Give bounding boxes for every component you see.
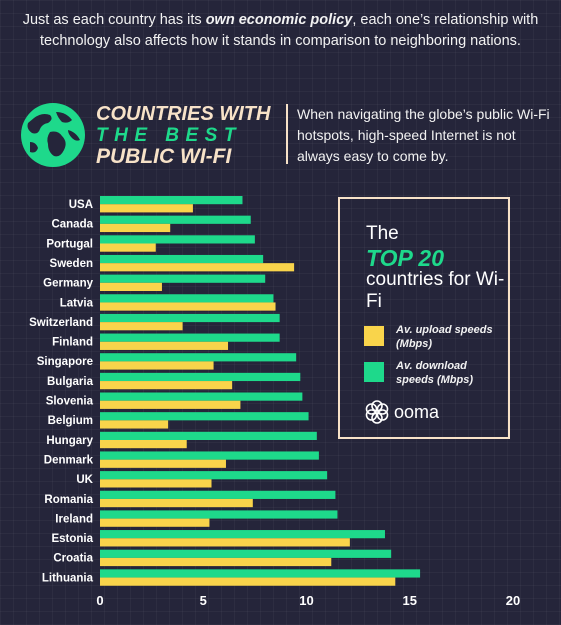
category-label-lithuania: Lithuania	[42, 572, 94, 584]
bar-upload-uk	[100, 479, 212, 488]
bar-download-slovenia	[100, 392, 303, 401]
x-tick-label: 15	[403, 593, 417, 608]
x-tick-label: 5	[200, 593, 207, 608]
bar-download-germany	[100, 274, 266, 283]
bar-upload-slovenia	[100, 400, 241, 409]
bar-upload-singapore	[100, 361, 214, 370]
category-label-bulgaria: Bulgaria	[47, 376, 94, 388]
bar-upload-portugal	[100, 243, 156, 252]
category-label-denmark: Denmark	[44, 454, 94, 466]
ooma-logo: ooma	[364, 399, 484, 425]
category-label-germany: Germany	[43, 278, 93, 290]
globe-icon	[21, 103, 85, 167]
bar-download-canada	[100, 215, 251, 224]
bar-download-uk	[100, 471, 328, 480]
bar-download-belgium	[100, 412, 309, 421]
bar-upload-lithuania	[100, 577, 396, 586]
legend-swatch-upload	[364, 326, 384, 346]
category-label-singapore: Singapore	[37, 356, 93, 368]
legend-label-download: Av. download speeds (Mbps)	[396, 360, 474, 386]
category-label-croatia: Croatia	[53, 553, 93, 565]
x-tick-label: 0	[96, 593, 103, 608]
intro-part2: , each one’s relationship with technolog…	[40, 12, 539, 49]
bar-upload-denmark	[100, 459, 226, 468]
legend-label-upload: Av. upload speeds (Mbps)	[396, 324, 493, 350]
intro-text: Just as each country has its own economi…	[20, 10, 541, 52]
category-label-finland: Finland	[52, 337, 93, 349]
intro-emphasis: own economic policy	[205, 12, 353, 28]
bar-upload-sweden	[100, 263, 295, 272]
category-label-usa: USA	[69, 199, 93, 211]
category-label-hungary: Hungary	[46, 435, 93, 447]
bar-download-lithuania	[100, 569, 421, 578]
legend-box: The TOP 20 countries for Wi-Fi Av. uploa…	[338, 197, 510, 439]
bar-upload-romania	[100, 498, 253, 508]
bar-upload-belgium	[100, 420, 169, 429]
category-label-ireland: Ireland	[55, 513, 93, 525]
x-tick-label: 10	[299, 593, 313, 608]
category-label-uk: UK	[76, 474, 93, 486]
bar-upload-bulgaria	[100, 381, 233, 390]
legend-title-rest: countries for Wi-Fi	[366, 269, 505, 312]
x-tick-label: 20	[506, 593, 520, 608]
bar-upload-germany	[100, 282, 162, 291]
category-label-slovenia: Slovenia	[46, 396, 94, 408]
category-label-latvia: Latvia	[60, 297, 94, 309]
category-label-portugal: Portugal	[46, 238, 93, 250]
bar-upload-usa	[100, 204, 193, 213]
bar-download-ireland	[100, 510, 338, 519]
bar-upload-ireland	[100, 518, 210, 527]
legend-title-the: The	[366, 223, 399, 244]
bar-download-croatia	[100, 549, 392, 558]
legend-title-top20: TOP 20	[366, 245, 444, 271]
bar-download-finland	[100, 333, 280, 342]
headline: COUNTRIES WITH THE BEST PUBLIC WI-FI	[96, 103, 276, 168]
bar-upload-finland	[100, 341, 229, 350]
headline-line3: PUBLIC WI-FI	[96, 145, 232, 168]
bar-download-estonia	[100, 530, 385, 539]
bar-upload-estonia	[100, 538, 350, 547]
bar-download-sweden	[100, 254, 264, 264]
bar-upload-hungary	[100, 440, 187, 449]
bar-download-romania	[100, 490, 336, 499]
bar-upload-latvia	[100, 302, 276, 311]
bar-download-portugal	[100, 235, 255, 244]
bar-chart: USA Canada Portugal Sweden Germany Latvia Swit…	[29, 196, 520, 608]
ooma-flower-icon	[365, 400, 389, 424]
headline-line2: THE BEST	[96, 125, 242, 146]
bar-upload-croatia	[100, 557, 332, 567]
bar-upload-switzerland	[100, 322, 183, 331]
bar-download-bulgaria	[100, 372, 301, 382]
side-text: When navigating the globe’s public Wi-Fi…	[297, 106, 550, 164]
bar-download-denmark	[100, 451, 319, 460]
headline-line1: COUNTRIES WITH	[96, 103, 271, 125]
bar-download-latvia	[100, 294, 274, 303]
intro-part1: Just as each country has its	[22, 12, 206, 28]
category-label-sweden: Sweden	[50, 258, 93, 270]
category-label-estonia: Estonia	[51, 533, 93, 545]
bar-upload-canada	[100, 223, 171, 233]
category-label-switzerland: Switzerland	[29, 317, 93, 329]
ooma-logo-text: ooma	[394, 402, 440, 422]
bar-download-usa	[100, 196, 243, 205]
bar-download-switzerland	[100, 313, 280, 323]
category-label-romania: Romania	[44, 494, 93, 506]
category-label-canada: Canada	[51, 219, 93, 231]
divider	[286, 104, 288, 164]
bar-download-singapore	[100, 353, 297, 362]
category-label-belgium: Belgium	[48, 415, 93, 427]
legend-swatch-download	[364, 362, 384, 382]
bar-download-hungary	[100, 431, 317, 440]
